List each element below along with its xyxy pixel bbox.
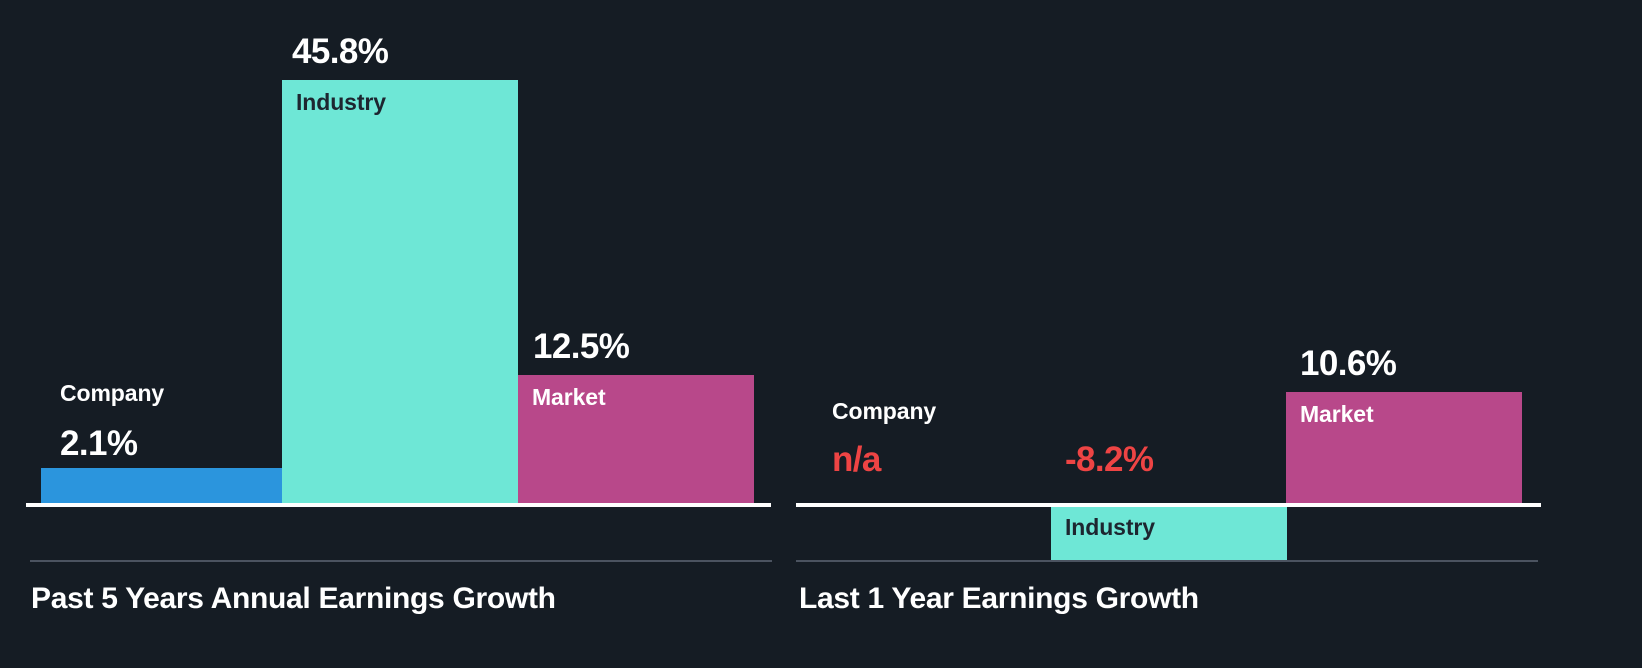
- bar-market-left[interactable]: Market: [518, 375, 754, 503]
- axis-baseline-left: [26, 503, 771, 507]
- panel-caption-past-5-years: Past 5 Years Annual Earnings Growth: [31, 582, 556, 615]
- market-name-label-left: Market: [532, 384, 606, 410]
- panel-past-5-years: Company 2.1% 45.8% Industry 12.5% Market…: [0, 0, 806, 668]
- industry-name-label-left: Industry: [296, 89, 386, 115]
- bar-market-right[interactable]: Market: [1286, 392, 1522, 503]
- bar-industry-right[interactable]: Industry: [1051, 505, 1287, 562]
- company-value-label-left: 2.1%: [60, 424, 138, 463]
- panel-last-1-year: Company n/a -8.2% Industry 10.6% Market …: [796, 0, 1642, 668]
- bar-industry-left[interactable]: Industry: [282, 80, 518, 503]
- company-name-label-right: Company: [832, 398, 937, 424]
- company-name-label-left: Company: [60, 380, 165, 406]
- caption-divider-left: [30, 560, 772, 562]
- market-value-label-right: 10.6%: [1300, 344, 1397, 383]
- industry-value-label-left: 45.8%: [292, 32, 389, 71]
- caption-divider-right: [796, 560, 1538, 562]
- company-value-label-right: n/a: [832, 440, 881, 479]
- market-value-label-left: 12.5%: [533, 327, 630, 366]
- industry-value-label-right: -8.2%: [1065, 440, 1154, 479]
- panel-caption-last-1-year: Last 1 Year Earnings Growth: [799, 582, 1199, 615]
- market-name-label-right: Market: [1300, 401, 1374, 427]
- bar-company-left[interactable]: [41, 468, 282, 503]
- axis-baseline-right: [796, 503, 1541, 507]
- industry-name-label-right: Industry: [1065, 514, 1155, 540]
